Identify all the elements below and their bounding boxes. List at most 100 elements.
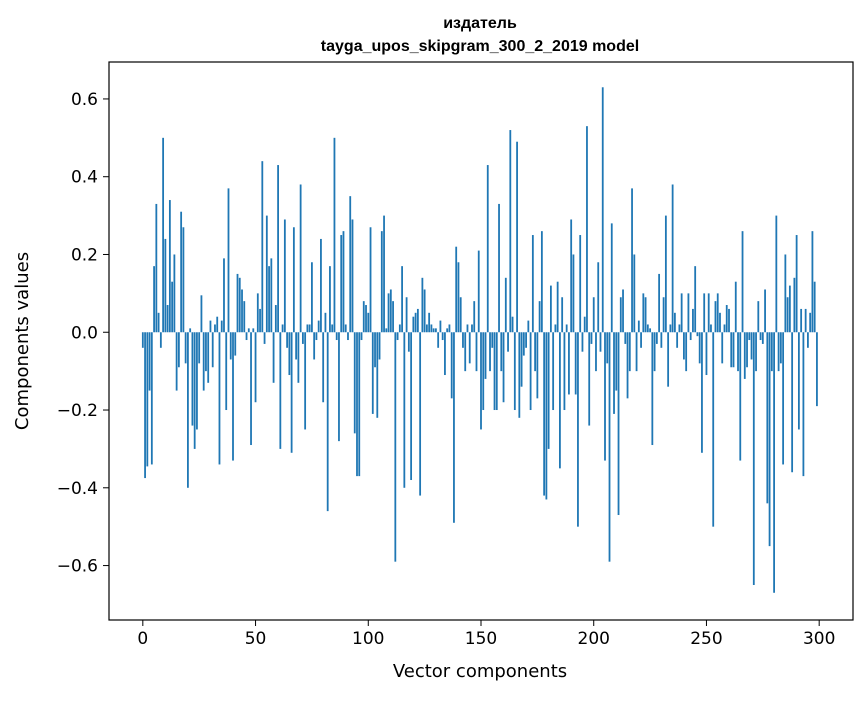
bar-component-128: [430, 324, 433, 333]
bar-component-177: [540, 231, 543, 333]
bar-component-43: [238, 277, 241, 333]
bar-component-31: [211, 332, 214, 368]
bar-component-143: [464, 332, 467, 372]
bar-component-18: [182, 227, 185, 333]
bar-component-82: [326, 332, 329, 512]
bar-component-114: [398, 324, 401, 333]
x-tick-label: 250: [690, 629, 722, 649]
bar-component-218: [633, 254, 636, 333]
bar-component-83: [329, 266, 331, 333]
bar-component-279: [770, 332, 773, 372]
y-axis-ticks: −0.6 −0.4 −0.2 0.0 0.2 0.4 0.6: [57, 90, 109, 577]
bar-component-280: [773, 332, 775, 593]
bar-component-74: [308, 324, 311, 333]
bar-component-226: [651, 332, 654, 446]
bar-component-206: [606, 332, 609, 364]
bar-component-291: [797, 332, 800, 430]
bar-component-93: [351, 219, 354, 333]
bar-component-236: [673, 312, 676, 333]
bar-component-162: [507, 332, 509, 352]
bar-component-209: [613, 332, 615, 414]
bar-component-107: [383, 215, 385, 333]
bar-component-5: [153, 266, 155, 333]
bar-component-142: [462, 332, 464, 348]
bar-component-153: [486, 165, 489, 333]
bar-component-22: [191, 332, 194, 426]
chart-title-line-2: tayga_upos_skipgram_300_2_2019 model: [321, 38, 639, 55]
bar-component-186: [561, 297, 564, 333]
bar-component-2: [146, 332, 149, 467]
y-tick-label: 0.6: [71, 90, 98, 110]
bar-component-250: [705, 332, 708, 376]
bar-component-118: [407, 332, 410, 352]
x-tick-label: 100: [352, 629, 384, 649]
bar-component-208: [610, 223, 613, 333]
bar-component-156: [493, 332, 496, 411]
bar-component-105: [378, 332, 381, 360]
bar-component-297: [811, 231, 814, 333]
bar-component-172: [529, 332, 532, 411]
bar-component-224: [646, 324, 649, 333]
bar-component-148: [475, 332, 478, 372]
bar-component-287: [788, 285, 791, 333]
bar-component-68: [295, 332, 298, 360]
x-tick-label: 0: [137, 629, 148, 649]
bar-component-253: [712, 332, 715, 527]
bar-component-192: [574, 332, 577, 395]
bar-component-184: [556, 281, 559, 333]
bar-component-221: [640, 332, 642, 348]
bar-component-205: [604, 332, 606, 461]
y-tick-label: −0.2: [57, 401, 98, 421]
bar-component-180: [547, 332, 550, 449]
bar-component-111: [392, 301, 394, 333]
bar-component-204: [601, 87, 604, 333]
bar-component-234: [669, 324, 672, 333]
bar-component-211: [617, 332, 620, 516]
x-tick-label: 200: [578, 629, 610, 649]
bar-component-203: [599, 332, 602, 352]
bar-component-1: [144, 332, 146, 479]
bar-component-96: [358, 332, 361, 477]
y-tick-label: −0.6: [57, 557, 98, 577]
bar-component-223: [644, 297, 647, 333]
bar-component-182: [552, 332, 555, 411]
bar-component-219: [635, 332, 638, 372]
bar-component-129: [432, 328, 435, 333]
bar-component-151: [482, 332, 485, 411]
bar-component-166: [516, 141, 518, 333]
bar-component-296: [809, 312, 812, 333]
bar-component-103: [374, 332, 376, 368]
x-axis-label: Vector components: [393, 661, 567, 682]
bar-component-112: [394, 332, 397, 562]
bar-component-76: [313, 332, 316, 360]
bar-component-53: [261, 161, 264, 333]
bar-component-90: [344, 324, 347, 333]
bar-component-133: [441, 332, 444, 341]
bar-component-131: [437, 332, 440, 348]
bar-component-235: [671, 184, 674, 333]
bar-component-154: [489, 332, 491, 372]
bar-component-48: [250, 332, 252, 446]
bar-component-276: [764, 289, 766, 333]
bar-component-9: [162, 137, 165, 333]
bar-component-285: [784, 254, 787, 333]
bar-component-106: [380, 231, 383, 333]
bar-component-267: [743, 332, 746, 379]
bar-component-126: [425, 324, 428, 333]
bar-component-6: [155, 203, 158, 333]
bar-component-94: [353, 332, 356, 434]
bar-component-63: [283, 219, 286, 333]
bar-component-62: [281, 324, 284, 333]
bar-component-73: [306, 324, 309, 333]
bar-component-259: [725, 305, 728, 333]
bar-component-10: [164, 238, 167, 333]
bar-component-155: [491, 332, 494, 348]
bar-component-265: [739, 332, 742, 461]
bar-component-188: [565, 324, 568, 333]
bar-component-130: [435, 328, 437, 333]
bar-component-54: [263, 332, 266, 344]
bar-component-132: [439, 320, 442, 333]
bar-component-50: [254, 332, 257, 403]
bar-component-158: [498, 203, 500, 333]
